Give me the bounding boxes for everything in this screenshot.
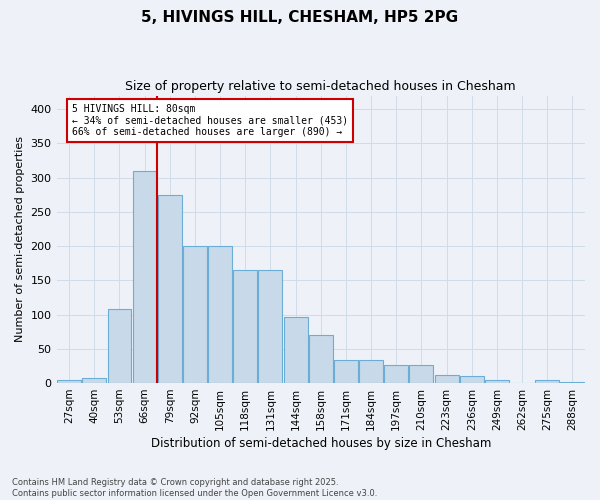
Bar	[485, 380, 509, 383]
Bar	[284, 316, 308, 383]
Text: Contains HM Land Registry data © Crown copyright and database right 2025.
Contai: Contains HM Land Registry data © Crown c…	[12, 478, 377, 498]
Bar	[57, 380, 81, 383]
X-axis label: Distribution of semi-detached houses by size in Chesham: Distribution of semi-detached houses by …	[151, 437, 491, 450]
Bar	[535, 380, 559, 383]
Bar	[334, 360, 358, 383]
Bar	[359, 360, 383, 383]
Bar	[309, 335, 333, 383]
Title: Size of property relative to semi-detached houses in Chesham: Size of property relative to semi-detach…	[125, 80, 516, 93]
Bar	[183, 246, 207, 383]
Bar	[560, 382, 584, 383]
Bar	[460, 376, 484, 383]
Bar	[385, 366, 408, 383]
Bar	[107, 309, 131, 383]
Text: 5 HIVINGS HILL: 80sqm
← 34% of semi-detached houses are smaller (453)
66% of sem: 5 HIVINGS HILL: 80sqm ← 34% of semi-deta…	[71, 104, 348, 137]
Bar	[208, 246, 232, 383]
Bar	[259, 270, 283, 383]
Bar	[233, 270, 257, 383]
Bar	[434, 375, 458, 383]
Bar	[133, 171, 157, 383]
Bar	[409, 366, 433, 383]
Bar	[158, 195, 182, 383]
Text: 5, HIVINGS HILL, CHESHAM, HP5 2PG: 5, HIVINGS HILL, CHESHAM, HP5 2PG	[142, 10, 458, 25]
Y-axis label: Number of semi-detached properties: Number of semi-detached properties	[15, 136, 25, 342]
Bar	[82, 378, 106, 383]
